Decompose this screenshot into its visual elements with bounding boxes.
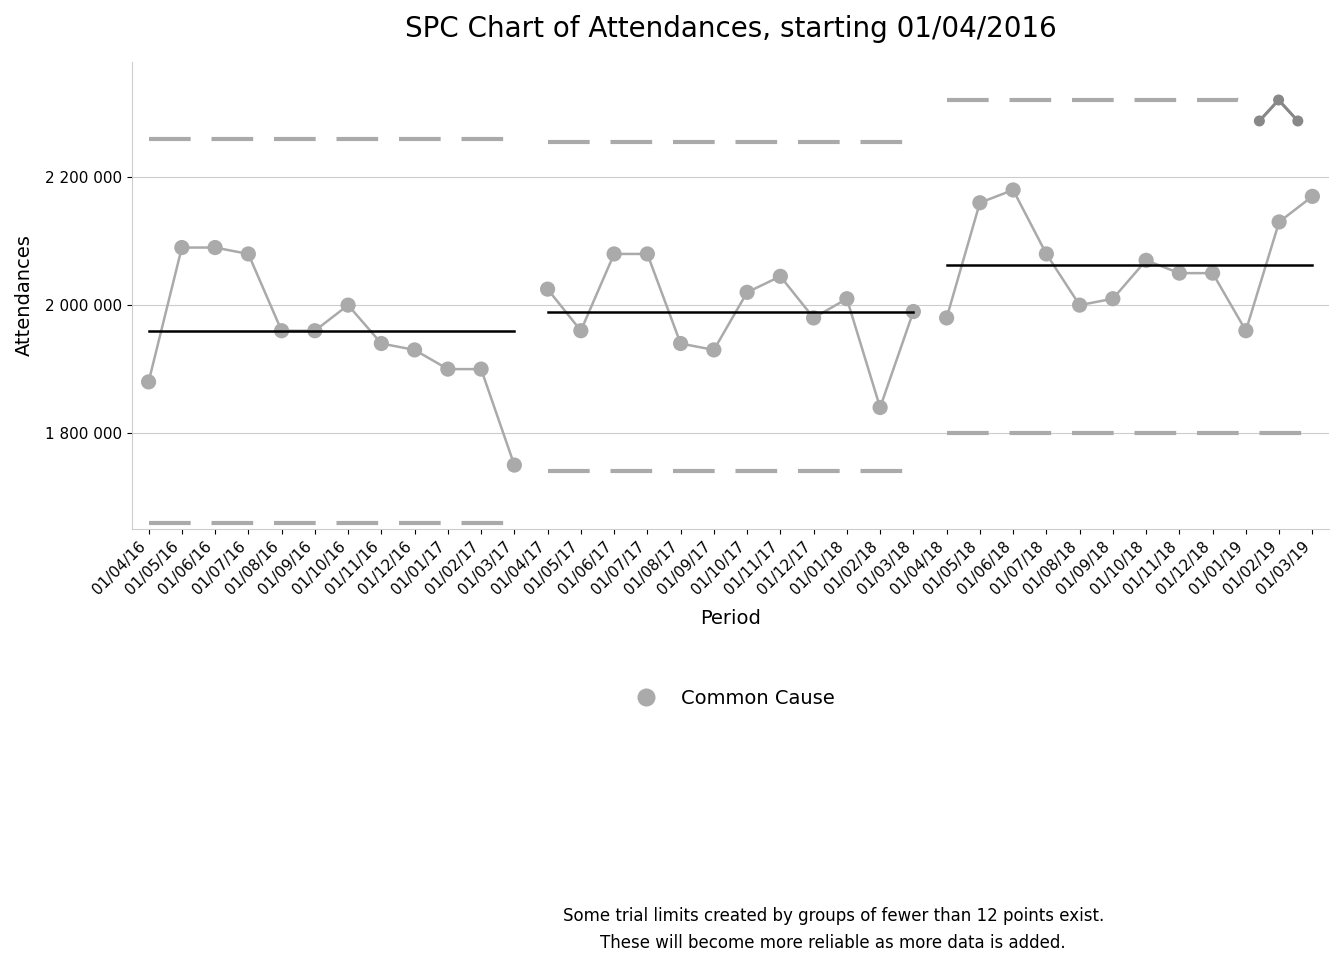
- Point: [1269, 214, 1290, 229]
- Point: [1136, 252, 1157, 268]
- Point: [703, 342, 724, 357]
- Point: [1003, 182, 1024, 198]
- Text: Some trial limits created by groups of fewer than 12 points exist.
These will be: Some trial limits created by groups of f…: [563, 907, 1103, 951]
- Point: [371, 336, 392, 351]
- Point: [204, 240, 226, 255]
- Point: [570, 323, 591, 338]
- Point: [504, 457, 526, 472]
- Point: [1301, 189, 1322, 204]
- Point: [536, 281, 558, 297]
- Circle shape: [1274, 95, 1284, 105]
- Point: [337, 298, 359, 313]
- Point: [1235, 323, 1257, 338]
- Title: SPC Chart of Attendances, starting 01/04/2016: SPC Chart of Attendances, starting 01/04…: [405, 15, 1056, 43]
- Legend: Common Cause: Common Cause: [618, 681, 843, 715]
- Point: [238, 247, 259, 262]
- Point: [836, 291, 857, 306]
- Point: [1068, 298, 1090, 313]
- Point: [138, 374, 160, 390]
- Point: [403, 342, 425, 357]
- Point: [637, 247, 659, 262]
- Point: [770, 269, 792, 284]
- Point: [802, 310, 824, 325]
- Point: [603, 247, 625, 262]
- Point: [271, 323, 293, 338]
- Circle shape: [1238, 69, 1320, 152]
- Point: [969, 195, 991, 210]
- Point: [1202, 266, 1223, 281]
- Point: [737, 285, 758, 300]
- Point: [669, 336, 691, 351]
- Circle shape: [1293, 116, 1302, 126]
- Point: [935, 310, 957, 325]
- Circle shape: [1254, 116, 1265, 126]
- Point: [437, 361, 458, 376]
- Point: [870, 399, 891, 415]
- Point: [1102, 291, 1124, 306]
- Y-axis label: Attendances: Attendances: [15, 234, 34, 356]
- Point: [470, 361, 492, 376]
- Point: [304, 323, 325, 338]
- Point: [903, 304, 925, 320]
- Point: [1036, 247, 1058, 262]
- X-axis label: Period: Period: [700, 609, 761, 628]
- Point: [171, 240, 192, 255]
- Point: [1169, 266, 1191, 281]
